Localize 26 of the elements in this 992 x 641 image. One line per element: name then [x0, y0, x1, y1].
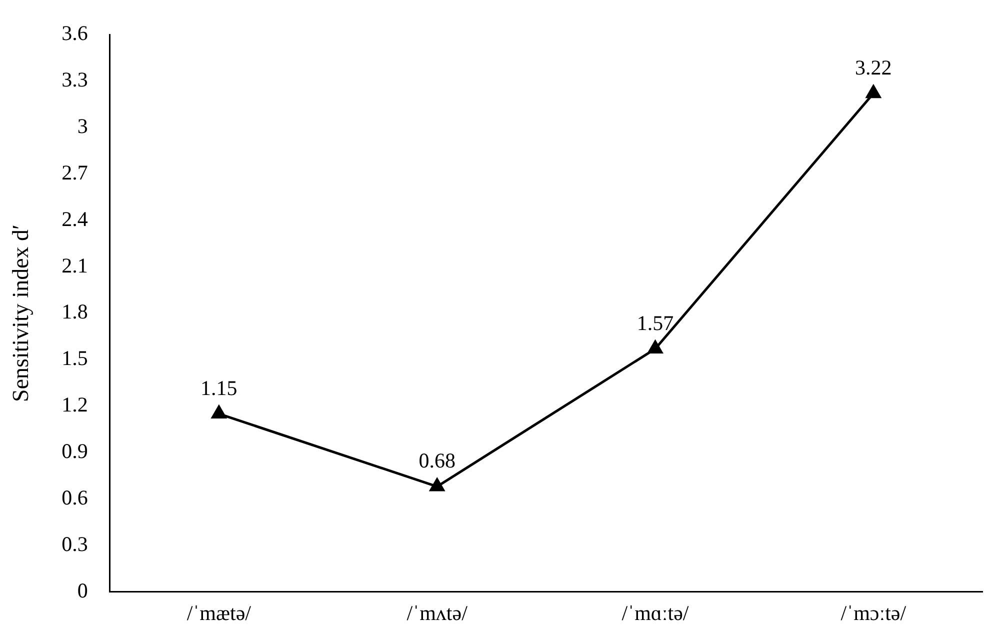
y-tick-label: 3	[77, 114, 88, 138]
y-tick-label: 2.4	[62, 206, 88, 231]
y-tick-label: 0.6	[62, 485, 88, 510]
x-tick-label: /ˈmɑːtə/	[622, 600, 689, 625]
y-tick-label: 0.9	[62, 439, 88, 464]
y-tick-label: 1.8	[62, 300, 88, 324]
point	[212, 406, 226, 419]
x-tick-label: /ˈmʌtə/	[406, 600, 468, 625]
x-tick-label: /ˈmɔːtə/	[840, 600, 906, 625]
y-tick-label: 1.5	[62, 346, 88, 370]
y-tick-label: 0.3	[62, 532, 88, 556]
data-label: 3.22	[855, 55, 892, 80]
y-tick-label: 2.1	[62, 253, 88, 278]
data-label: 0.68	[418, 448, 456, 473]
y-tick-label: 2.7	[62, 160, 88, 184]
point	[430, 478, 444, 492]
data-label: 1.15	[200, 376, 238, 400]
data-label: 1.57	[636, 310, 674, 335]
point	[648, 340, 663, 354]
y-tick-label: 0	[77, 578, 88, 602]
x-tick-label: /ˈmætə/	[186, 600, 252, 625]
y-tick-label: 3.6	[62, 21, 88, 46]
point	[866, 85, 881, 98]
y-tick-label: 1.2	[62, 392, 88, 417]
y-tick-label: 3.3	[62, 68, 88, 92]
y-axis-title: Sensitivity index d′	[8, 224, 33, 402]
